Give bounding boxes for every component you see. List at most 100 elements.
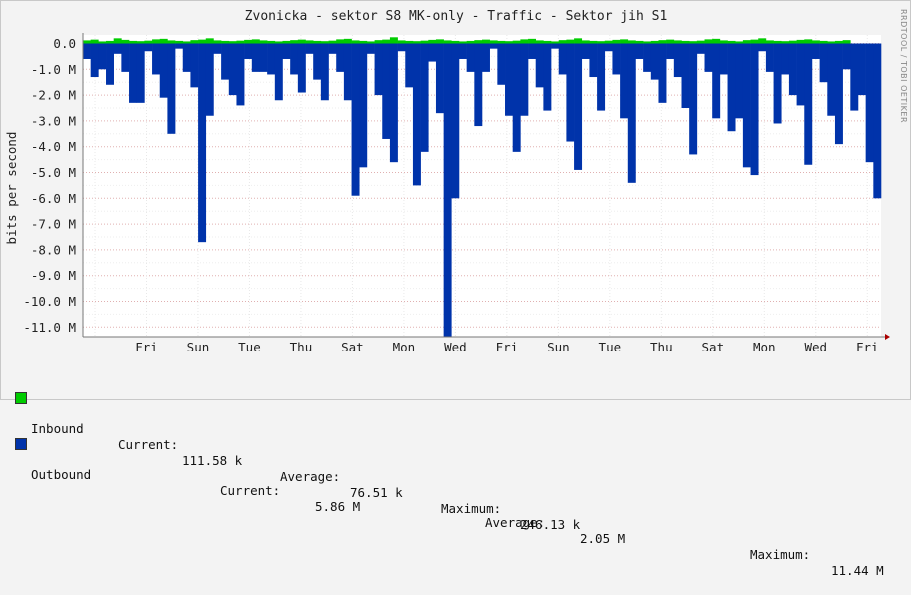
y-tick-label: -6.0 M — [31, 191, 76, 206]
outbound-bar — [673, 43, 682, 78]
inbound-bar — [489, 40, 498, 44]
inbound-bar — [796, 39, 805, 44]
outbound-bar — [773, 43, 782, 124]
outbound-bar — [297, 43, 306, 93]
y-axis-label: bits per second — [4, 132, 19, 245]
inbound-bar — [827, 41, 836, 44]
outbound-bar — [574, 43, 583, 170]
outbound-bar — [244, 43, 253, 59]
outbound-swatch — [15, 438, 27, 450]
inbound-bar — [282, 40, 291, 44]
inbound-bar — [121, 39, 130, 44]
x-tick-label: Tue — [599, 340, 622, 351]
inbound-bar — [205, 38, 214, 44]
inbound-bar — [297, 39, 306, 44]
outbound-bar — [182, 43, 191, 72]
outbound-bar — [106, 43, 114, 85]
inbound-bar — [712, 38, 721, 44]
inbound-bar — [612, 39, 621, 44]
inbound-bar — [435, 39, 444, 44]
outbound-bar — [359, 43, 368, 168]
inbound-bar — [689, 41, 698, 44]
inbound-bar — [474, 40, 483, 44]
inbound-bar — [842, 40, 851, 44]
outbound-bar — [712, 43, 721, 119]
outbound-bar — [489, 43, 498, 49]
legend-maximum-value: 11.44 M — [831, 563, 884, 578]
inbound-bar — [428, 39, 437, 44]
x-axis-arrow — [885, 334, 890, 340]
inbound-bar — [351, 40, 360, 44]
inbound-bar — [320, 41, 329, 44]
inbound-bar — [90, 39, 99, 44]
outbound-bar — [420, 43, 429, 152]
outbound-bar — [796, 43, 805, 106]
outbound-bar — [505, 43, 513, 116]
inbound-bar — [221, 40, 230, 44]
inbound-bar — [620, 39, 629, 44]
outbound-bar — [351, 43, 360, 196]
inbound-bar — [819, 40, 828, 44]
inbound-bar — [505, 41, 513, 44]
outbound-bar — [635, 43, 644, 59]
y-tick-label: -2.0 M — [31, 88, 76, 103]
outbound-bar — [290, 43, 299, 75]
outbound-bar — [267, 43, 276, 75]
y-tick-label: -7.0 M — [31, 217, 76, 232]
outbound-bar — [466, 43, 475, 72]
outbound-bar — [144, 43, 153, 52]
y-tick-label: 0.0 — [53, 36, 76, 51]
outbound-bar — [620, 43, 629, 119]
outbound-bar — [512, 43, 521, 152]
traffic-chart: Zvonicka - sektor S8 MK-only - Traffic -… — [4, 9, 890, 351]
inbound-bar — [627, 40, 636, 44]
outbound-bar — [152, 43, 161, 75]
outbound-bar — [389, 43, 398, 163]
inbound-bar — [773, 40, 782, 44]
outbound-bar — [251, 43, 260, 72]
outbound-bar — [543, 43, 552, 111]
outbound-bar — [528, 43, 537, 59]
outbound-bar — [113, 43, 122, 54]
graph-frame: Zvonicka - sektor S8 MK-only - Traffic -… — [0, 0, 911, 578]
inbound-bar — [159, 38, 168, 44]
outbound-bar — [558, 43, 567, 75]
legend-current-value: 111.58 k — [182, 453, 243, 468]
outbound-bar — [643, 43, 652, 72]
outbound-bar — [397, 43, 406, 52]
outbound-bar — [834, 43, 843, 145]
outbound-bar — [742, 43, 751, 168]
outbound-bar — [167, 43, 176, 134]
legend-row-outbound: Outbound Current: 5.86 M Average: 2.05 M… — [15, 435, 905, 578]
legend-current-value: 5.86 M — [315, 499, 361, 514]
inbound-bar — [405, 40, 414, 44]
outbound-bar — [236, 43, 245, 106]
inbound-bar — [666, 39, 675, 44]
outbound-bar — [827, 43, 836, 116]
x-tick-label: Mon — [393, 340, 416, 351]
inbound-bar — [267, 40, 276, 44]
inbound-bar — [696, 40, 705, 44]
outbound-bar — [704, 43, 713, 72]
outbound-bar — [727, 43, 736, 132]
inbound-bar — [451, 40, 460, 44]
inbound-bar — [397, 40, 406, 44]
outbound-bar — [666, 43, 675, 59]
chart-title: Zvonicka - sektor S8 MK-only - Traffic -… — [245, 9, 668, 24]
inbound-bar — [98, 41, 107, 44]
inbound-bar — [742, 40, 751, 44]
x-tick-label: Sat — [341, 340, 364, 351]
outbound-bar — [765, 43, 774, 72]
outbound-bar — [551, 43, 560, 49]
outbound-bar — [681, 43, 690, 108]
outbound-bar — [857, 43, 866, 96]
y-tick-label: -11.0 M — [23, 320, 76, 335]
inbound-bar — [244, 39, 253, 44]
inbound-bar — [497, 40, 506, 44]
inbound-bar — [704, 39, 713, 44]
outbound-bar — [405, 43, 414, 88]
legend: Inbound Current: 111.58 k Average: 76.51… — [15, 359, 905, 578]
outbound-bar — [474, 43, 483, 127]
inbound-bar — [466, 40, 475, 44]
inbound-bar — [213, 40, 222, 44]
